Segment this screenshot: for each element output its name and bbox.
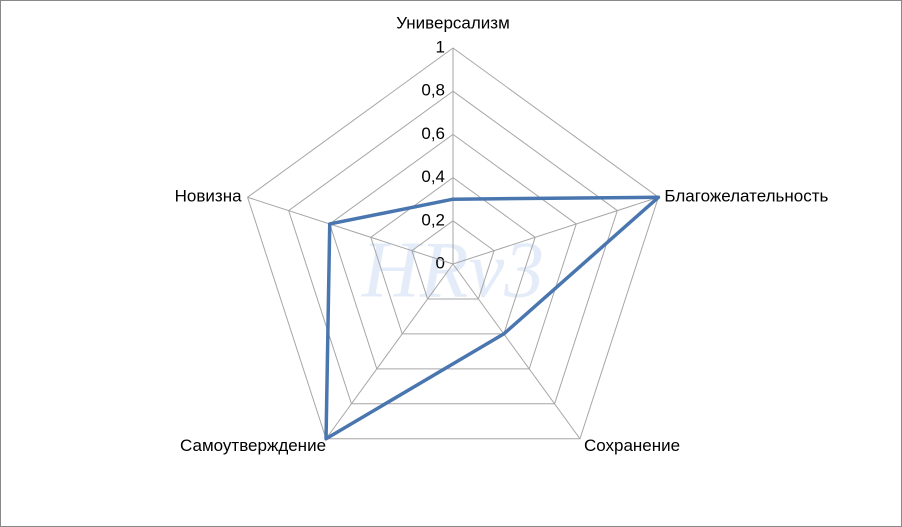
series-line bbox=[324, 195, 661, 441]
spoke bbox=[247, 196, 454, 265]
grid-ring bbox=[288, 90, 618, 405]
tick-label: 0,4 bbox=[421, 167, 445, 186]
category-label: Универсализм bbox=[396, 13, 510, 32]
category-label: Новизна bbox=[175, 187, 242, 206]
category-label: Сохранение bbox=[584, 436, 680, 455]
category-label: Самоутверждение bbox=[180, 436, 326, 455]
tick-label: 0,6 bbox=[421, 124, 445, 143]
tick-label: 1 bbox=[436, 37, 445, 56]
tick-label: 0,2 bbox=[421, 210, 445, 229]
grid-ring bbox=[246, 47, 660, 440]
category-label: Благожелательность bbox=[664, 187, 828, 206]
spoke bbox=[452, 263, 581, 440]
spoke bbox=[452, 196, 659, 265]
grid-ring bbox=[411, 220, 495, 300]
spoke bbox=[325, 263, 454, 440]
tick-label: 0,8 bbox=[421, 81, 445, 100]
tick-label: 0 bbox=[436, 253, 445, 272]
grid-ring bbox=[329, 133, 577, 370]
grid-ring bbox=[370, 176, 536, 335]
